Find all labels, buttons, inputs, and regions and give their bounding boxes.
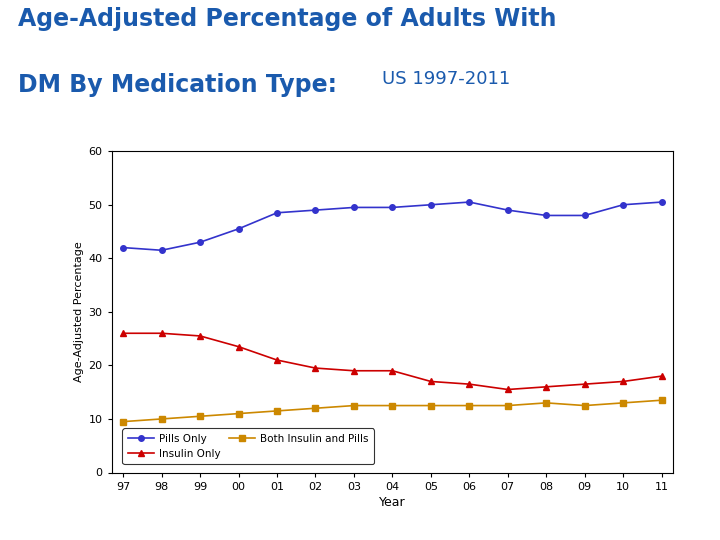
Legend: Pills Only, Insulin Only, Both Insulin and Pills: Pills Only, Insulin Only, Both Insulin a…: [122, 428, 374, 464]
Text: Premier Health: Premier Health: [14, 505, 98, 515]
Text: http://www.cdc.gov/diabetes/statistics/meduse/fig2.htm: http://www.cdc.gov/diabetes/statistics/m…: [216, 524, 469, 533]
Text: premierhealthnet.com: premierhealthnet.com: [216, 501, 318, 510]
Y-axis label: Age-Adjusted Percentage: Age-Adjusted Percentage: [74, 241, 84, 382]
Text: Premier HealthNet: Premier HealthNet: [14, 524, 86, 533]
X-axis label: Year: Year: [379, 496, 405, 509]
Text: Age-Adjusted Percentage of Adults With: Age-Adjusted Percentage of Adults With: [18, 7, 557, 31]
Text: DM By Medication Type:: DM By Medication Type:: [18, 73, 337, 97]
Text: US 1997-2011: US 1997-2011: [382, 70, 510, 88]
